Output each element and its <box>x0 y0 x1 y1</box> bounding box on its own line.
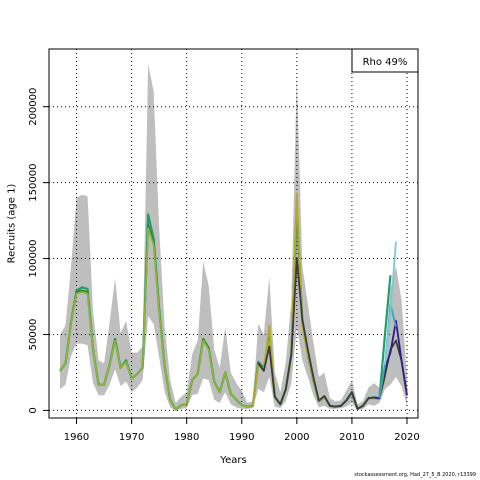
legend-label: Rho 49% <box>363 57 408 68</box>
legend-box <box>351 48 419 73</box>
y-tick-label: 200000 <box>28 88 39 126</box>
y-tick-label: 0 <box>28 407 39 413</box>
series-line <box>384 241 397 365</box>
x-tick-label: 2010 <box>339 432 364 443</box>
legend: Rho 49% <box>351 48 419 73</box>
x-tick-label: 1970 <box>119 432 144 443</box>
y-axis-title: Recruits (age 1) <box>7 184 18 264</box>
plot-frame <box>48 48 419 419</box>
x-tick-label: 2000 <box>284 432 309 443</box>
axis-layer: 1960 1970 1980 1990 2000 2010 2020 0 50000 100000… <box>28 88 420 443</box>
footer-credit: stockassessment.org, Had_27_5_B 2020, r1… <box>354 472 476 478</box>
x-tick-label: 1990 <box>229 432 254 443</box>
x-axis-title: Years <box>219 455 246 466</box>
series-layer <box>59 192 408 411</box>
confidence-band <box>60 64 407 411</box>
x-tick-label: 1960 <box>64 432 89 443</box>
x-tick-label: 2020 <box>394 432 419 443</box>
y-tick-label: 50000 <box>28 319 39 351</box>
x-tick-label: 1980 <box>174 432 199 443</box>
confidence-band-layer <box>60 64 407 411</box>
y-tick-label: 100000 <box>28 239 39 277</box>
y-tick-label: 150000 <box>28 164 39 202</box>
